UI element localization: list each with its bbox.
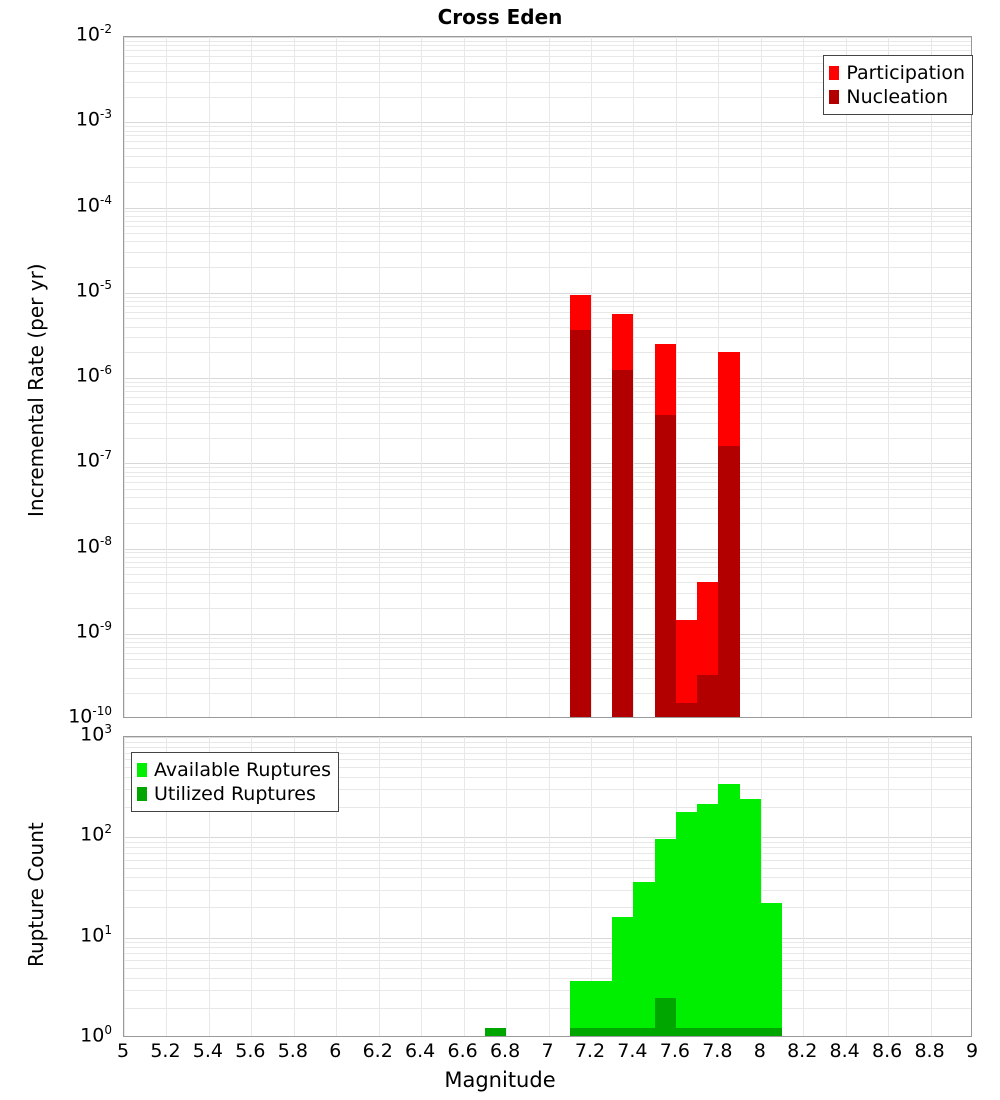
- nucleation-bar: [612, 370, 633, 717]
- utilized-ruptures-bar: [697, 1028, 718, 1036]
- utilized-ruptures-bar: [718, 1028, 739, 1036]
- x-tick-label: 6.6: [447, 1040, 477, 1062]
- y-tick: 10-7: [0, 448, 118, 471]
- utilized-ruptures-bar: [761, 1028, 782, 1036]
- y-tick-label: 103: [0, 722, 118, 745]
- nucleation-bar: [655, 415, 676, 717]
- x-tick-label: 5.6: [235, 1040, 265, 1062]
- y-tick-label: 10-6: [0, 363, 118, 386]
- x-tick-label: 7.8: [702, 1040, 732, 1062]
- x-tick-label: 7.2: [575, 1040, 605, 1062]
- top-bars-layer: [124, 37, 971, 717]
- legend-item-nucleation[interactable]: Nucleation: [829, 85, 965, 109]
- nucleation-bar: [718, 446, 739, 717]
- figure-root: Cross Eden 10-2 10-3 10-4 10-5 10-6 10-7 10-8 1…: [0, 0, 1000, 1100]
- x-tick-label: 8.2: [787, 1040, 817, 1062]
- y-tick-label: 100: [0, 1023, 118, 1046]
- legend-item-utilized-ruptures[interactable]: Utilized Ruptures: [137, 782, 331, 806]
- legend-label-nucleation: Nucleation: [846, 88, 948, 107]
- y-tick: 10-3: [0, 107, 118, 130]
- y-tick-label: 10-4: [0, 193, 118, 216]
- utilized-ruptures-bar: [591, 1028, 612, 1036]
- x-tick-label: 7.6: [660, 1040, 690, 1062]
- x-tick-label: 8: [754, 1040, 766, 1062]
- available-ruptures-swatch-icon: [137, 763, 147, 777]
- incremental-rate-plot: [123, 36, 972, 718]
- utilized-ruptures-bar: [740, 1028, 761, 1036]
- x-tick-label: 6.4: [405, 1040, 435, 1062]
- top-y-axis-label: Incremental Rate (per yr): [24, 263, 48, 517]
- page-title: Cross Eden: [0, 5, 1000, 29]
- top-legend: Participation Nucleation: [823, 55, 973, 115]
- x-tick-label: 7.4: [617, 1040, 647, 1062]
- y-tick: 100: [0, 1023, 118, 1046]
- utilized-ruptures-bar: [655, 998, 676, 1036]
- available-ruptures-bar: [612, 917, 633, 1036]
- x-tick-label: 9: [966, 1040, 978, 1062]
- y-tick-label: 10-5: [0, 278, 118, 301]
- y-tick-label: 101: [0, 923, 118, 946]
- nucleation-bar: [570, 330, 591, 717]
- utilized-ruptures-bar: [570, 1028, 591, 1036]
- available-ruptures-bar: [697, 804, 718, 1036]
- available-ruptures-bar: [761, 903, 782, 1036]
- x-tick-label: 7: [541, 1040, 553, 1062]
- available-ruptures-bar: [633, 882, 654, 1036]
- x-axis-label: Magnitude: [0, 1068, 1000, 1092]
- y-tick: 10-8: [0, 534, 118, 557]
- available-ruptures-bar: [676, 812, 697, 1036]
- utilized-ruptures-bar: [676, 1028, 697, 1036]
- y-tick: 10-4: [0, 193, 118, 216]
- participation-swatch-icon: [829, 66, 839, 80]
- y-tick-label: 10-8: [0, 534, 118, 557]
- y-tick-label: 102: [0, 822, 118, 845]
- y-tick: 102: [0, 822, 118, 845]
- y-tick: 101: [0, 923, 118, 946]
- legend-label-participation: Participation: [846, 64, 965, 83]
- nucleation-bar: [697, 675, 718, 717]
- legend-label-utilized-ruptures: Utilized Ruptures: [154, 785, 316, 804]
- legend-label-available-ruptures: Available Ruptures: [154, 761, 331, 780]
- x-tick-label: 5.8: [278, 1040, 308, 1062]
- x-tick-label: 8.6: [872, 1040, 902, 1062]
- y-tick: 10-2: [0, 22, 118, 45]
- legend-item-available-ruptures[interactable]: Available Ruptures: [137, 758, 331, 782]
- available-ruptures-bar: [740, 799, 761, 1036]
- x-tick-label: 5.4: [193, 1040, 223, 1062]
- y-tick-label: 10-7: [0, 448, 118, 471]
- x-tick-label: 8.8: [914, 1040, 944, 1062]
- nucleation-bar: [676, 703, 697, 717]
- y-tick-label: 10-2: [0, 22, 118, 45]
- utilized-ruptures-bar: [633, 1028, 654, 1036]
- x-tick-label: 8.4: [830, 1040, 860, 1062]
- x-tick-label: 6.8: [490, 1040, 520, 1062]
- available-ruptures-bar: [718, 784, 739, 1036]
- nucleation-swatch-icon: [829, 90, 839, 104]
- y-tick: 10-5: [0, 278, 118, 301]
- x-tick-label: 5: [117, 1040, 129, 1062]
- x-tick-label: 6.2: [363, 1040, 393, 1062]
- bottom-y-axis-label: Rupture Count: [24, 822, 48, 967]
- y-tick: 10-6: [0, 363, 118, 386]
- y-tick-label: 10-9: [0, 619, 118, 642]
- x-tick-label: 6: [329, 1040, 341, 1062]
- utilized-ruptures-swatch-icon: [137, 787, 147, 801]
- utilized-ruptures-bar: [612, 1028, 633, 1036]
- bottom-legend: Available Ruptures Utilized Ruptures: [131, 752, 339, 812]
- legend-item-participation[interactable]: Participation: [829, 61, 965, 85]
- y-tick-label: 10-3: [0, 107, 118, 130]
- utilized-ruptures-bar: [485, 1028, 506, 1036]
- x-tick-label: 5.2: [150, 1040, 180, 1062]
- y-tick: 10-9: [0, 619, 118, 642]
- y-tick: 103: [0, 722, 118, 745]
